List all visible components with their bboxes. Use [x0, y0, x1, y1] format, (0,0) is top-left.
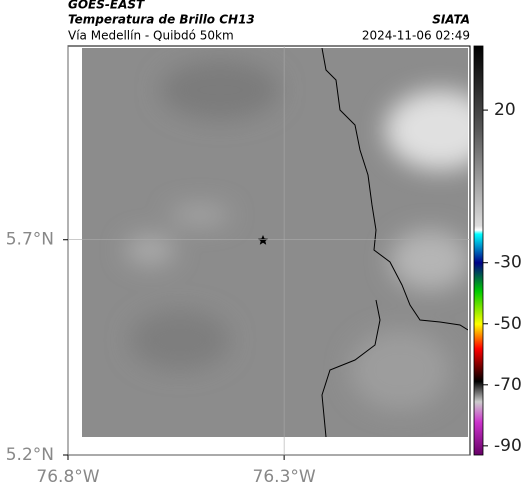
source: SIATA	[432, 13, 470, 27]
y-tick-label: 5.7°N	[6, 230, 54, 250]
timestamp: 2024-11-06 02:49	[362, 29, 470, 43]
colorbar-tick-label: -70	[494, 375, 522, 395]
colorbar-tick-label: 20	[494, 100, 516, 120]
colorbar-tick-label: -90	[494, 436, 522, 456]
y-tick-label: 5.2°N	[6, 445, 54, 465]
route: Vía Medellín - Quibdó 50km	[68, 29, 234, 43]
colorbar	[473, 45, 484, 456]
colorbar-tick-label: -50	[494, 314, 522, 334]
colorbar-tick-label: -30	[494, 253, 522, 273]
satellite-image	[82, 48, 468, 437]
x-tick-label: 76.8°W	[36, 467, 99, 487]
title: GOES-EAST	[68, 0, 145, 12]
x-tick-label: 76.3°W	[253, 467, 316, 487]
subtitle: Temperatura de Brillo CH13	[68, 13, 255, 27]
